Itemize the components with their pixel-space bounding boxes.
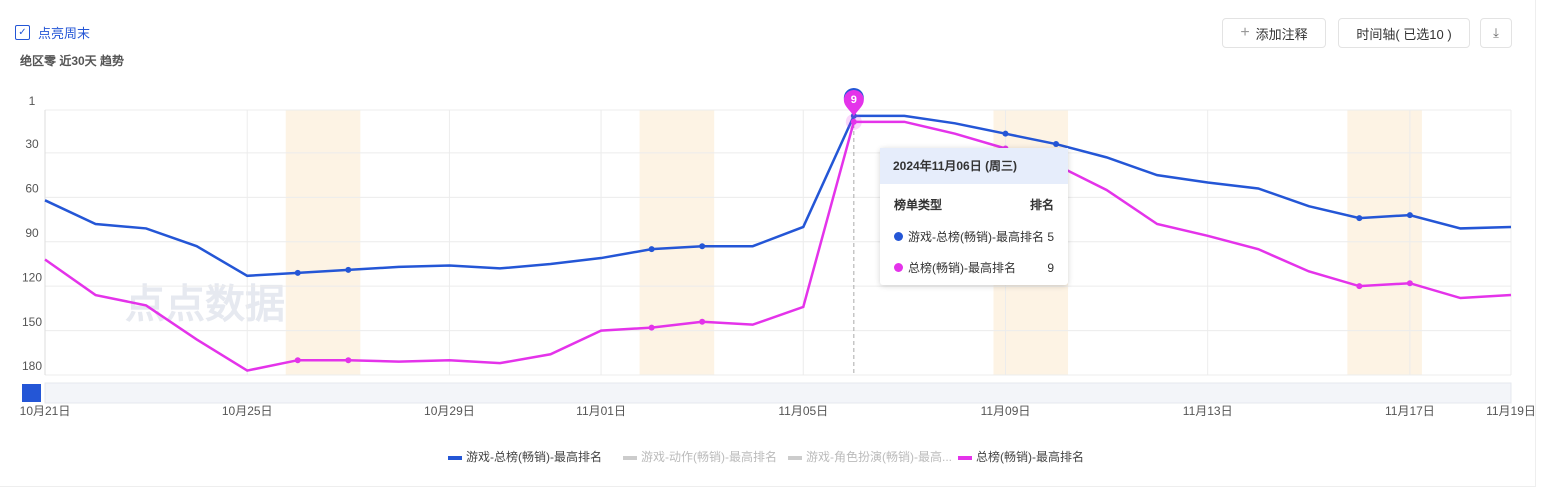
x-tick-label: 11月01日 <box>576 404 626 418</box>
legend-label: 游戏-动作(畅销)-最高排名 <box>641 449 777 464</box>
x-tick-label: 10月25日 <box>222 404 273 418</box>
legend-swatch <box>448 456 462 460</box>
data-point <box>1053 141 1060 148</box>
legend-label: 游戏-总榜(畅销)-最高排名 <box>466 449 602 464</box>
data-point <box>294 357 301 364</box>
legend-item[interactable]: 游戏-动作(畅销)-最高排名 <box>623 449 777 464</box>
x-tick-label: 11月13日 <box>1183 404 1233 418</box>
slider-handle[interactable] <box>22 384 41 402</box>
legend-label: 游戏-角色扮演(畅销)-最高... <box>806 449 952 464</box>
weekend-band <box>639 110 715 375</box>
hover-halo <box>845 113 862 130</box>
y-tick-label: 30 <box>25 137 39 151</box>
data-point <box>1002 130 1009 137</box>
tooltip-col: 排名 <box>1029 198 1054 212</box>
data-point <box>699 318 706 325</box>
button-label: 时间轴( 已选10 ) <box>1356 26 1452 42</box>
x-tick-label: 11月05日 <box>778 404 828 418</box>
legend-label: 总榜(畅销)-最高排名 <box>976 449 1084 464</box>
timeline-button[interactable]: 时间轴( 已选10 ) <box>1338 18 1470 48</box>
weekend-toggle[interactable]: ✓ 点亮周末 <box>15 23 90 42</box>
y-tick-label: 1 <box>29 94 36 108</box>
tooltip-title: 2024年11月06日 (周三) <box>880 148 1068 184</box>
y-tick-label: 90 <box>25 226 39 240</box>
x-tick-label: 11月17日 <box>1385 404 1435 418</box>
data-point <box>1406 212 1413 219</box>
checkbox[interactable]: ✓ <box>15 25 30 40</box>
tooltip-value: 9 <box>1047 260 1054 275</box>
y-tick-label: 120 <box>22 270 42 284</box>
x-tick-label: 10月29日 <box>424 404 475 418</box>
pin <box>843 90 864 116</box>
data-point <box>648 324 655 331</box>
y-tick-label: 180 <box>22 359 42 373</box>
tooltip-row: 总榜(畅销)-最高排名 9 <box>880 258 1068 277</box>
legend-swatch <box>788 456 802 460</box>
legend-item[interactable]: 总榜(畅销)-最高排名 <box>958 449 1084 464</box>
data-point <box>345 357 352 364</box>
tooltip-dot <box>894 232 903 241</box>
data-point <box>648 246 655 253</box>
pin-label: 9 <box>851 94 857 106</box>
legend-item[interactable]: 游戏-总榜(畅销)-最高排名 <box>448 449 602 464</box>
watermark: 点点数据 <box>125 283 285 327</box>
data-point <box>1356 215 1363 222</box>
weekend-band <box>1347 110 1422 375</box>
tooltip-name: 游戏-总榜(畅销)-最高排名 <box>908 230 1044 244</box>
x-tick-label: 10月21日 <box>20 404 71 418</box>
legend-swatch <box>623 456 637 460</box>
y-tick-label: 150 <box>22 315 42 329</box>
y-tick-label: 60 <box>25 182 39 196</box>
series-line <box>44 114 1512 278</box>
tooltip-row: 游戏-总榜(畅销)-最高排名 5 <box>880 227 1068 246</box>
weekend-band <box>285 110 361 375</box>
legend-swatch <box>958 456 972 460</box>
add-note-button[interactable]: + 添加注释 <box>1222 18 1326 48</box>
subtitle: 绝区零 近30天 趋势 <box>20 54 125 68</box>
legend-item[interactable]: 游戏-角色扮演(畅销)-最高... <box>788 449 952 464</box>
data-point <box>345 266 352 273</box>
button-label: 添加注释 <box>1255 26 1308 42</box>
data-point <box>1356 283 1363 290</box>
download-button[interactable]: ⤓ <box>1480 18 1512 48</box>
series-line <box>44 120 1512 372</box>
tooltip-col: 榜单类型 <box>894 198 943 212</box>
x-tick-label: 11月09日 <box>981 404 1031 418</box>
zoom-slider <box>44 382 1512 404</box>
data-point <box>1406 280 1413 287</box>
tooltip-value: 5 <box>1047 229 1054 244</box>
data-point <box>850 118 857 125</box>
x-tick-label: 11月19日 <box>1486 404 1536 418</box>
data-point <box>294 269 301 276</box>
tooltip: 2024年11月06日 (周三) 榜单类型 排名 游戏-总榜(畅销)-最高排名 5 总… <box>880 148 1068 285</box>
checkbox-label: 点亮周末 <box>38 26 91 41</box>
tooltip-name: 总榜(畅销)-最高排名 <box>908 261 1016 275</box>
data-point <box>699 243 706 250</box>
tooltip-dot <box>894 263 903 272</box>
